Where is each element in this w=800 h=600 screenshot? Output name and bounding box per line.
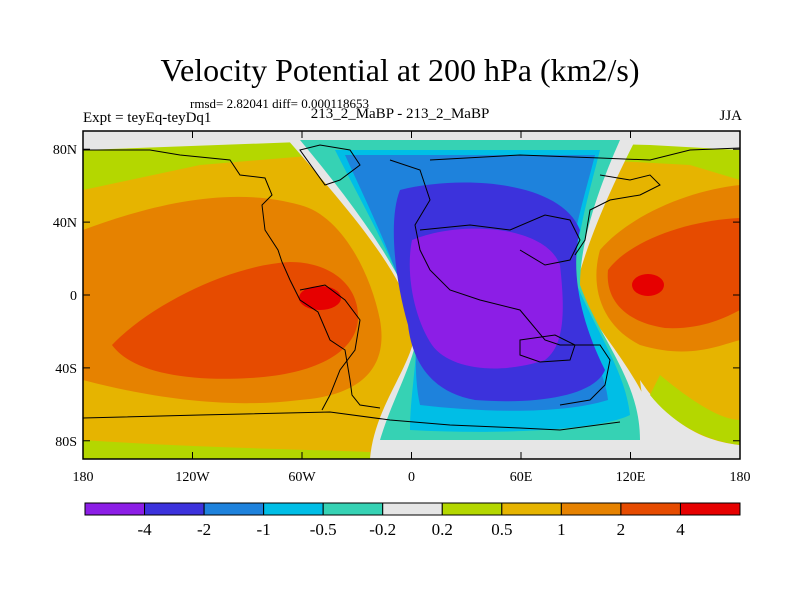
coast-north-america: [83, 149, 381, 409]
x-ticks: 180 120W 60W 0 60E 120E 180: [73, 131, 751, 485]
colorbar-label: 0.2: [432, 520, 453, 539]
colorbar-label: 1: [557, 520, 566, 539]
colorbar-swatch: [501, 502, 562, 516]
colorbar-swatch: [620, 502, 681, 516]
colorbar-label: -0.2: [369, 520, 396, 539]
y-tick-label: 40S: [55, 362, 77, 377]
south-band-lightyellow: [83, 440, 370, 459]
south-east-white: [640, 380, 740, 459]
colorbar-swatch: [382, 502, 443, 516]
y-ticks: 80N 40N 0 40S 80S: [53, 143, 740, 450]
coast-south-america: [299, 284, 361, 411]
y-tick-label: 80S: [55, 435, 77, 450]
x-tick-label: 180: [73, 470, 94, 485]
south-band-orange: [83, 395, 370, 459]
colorbar-swatch: [84, 502, 146, 516]
lobe-west-red: [112, 262, 359, 379]
colorbar-swatch: [322, 502, 384, 516]
colorbar-label: -2: [197, 520, 211, 539]
y-tick-label: 80N: [53, 143, 77, 158]
colorbar-swatch: [203, 502, 265, 516]
x-tick-label: 60E: [510, 470, 533, 485]
experiment-label: Expt = teyEq-teyDq1: [83, 110, 212, 126]
chart-title: Velocity Potential at 200 hPa (km2/s): [160, 52, 640, 88]
neg-band-purple: [409, 228, 563, 369]
season-label: JJA: [719, 108, 742, 124]
coast-asia-east: [574, 174, 661, 256]
coast-eurasia: [389, 159, 611, 406]
lobe-east-red: [607, 218, 740, 329]
coast-africa: [419, 214, 581, 266]
colorbar-label: -4: [137, 520, 152, 539]
coast-australia: [519, 334, 576, 363]
colorbar-label: 4: [676, 520, 685, 539]
x-tick-label: 180: [730, 470, 751, 485]
y-tick-label: 40N: [53, 216, 77, 231]
y-tick-label: 0: [70, 289, 77, 304]
south-east-yellow: [650, 375, 740, 445]
colorbar-label: -0.5: [310, 520, 337, 539]
colorbar-label: 2: [617, 520, 626, 539]
colorbar: -4 -2 -1 -0.5 -0.2 0.2 0.5 1 2 4: [84, 502, 741, 539]
x-tick-label: 120W: [175, 470, 210, 485]
colorbar-swatch: [679, 502, 741, 516]
lobe-west-peak: [299, 286, 341, 310]
colorbar-swatch: [560, 502, 622, 516]
colorbar-swatch: [441, 502, 503, 516]
x-tick-label: 60W: [288, 470, 316, 485]
coast-greenland: [299, 144, 361, 186]
contour-fill: [83, 131, 740, 459]
coast-antarctica: [83, 411, 621, 431]
case-label: 213_2_MaBP - 213_2_MaBP: [310, 106, 490, 122]
x-tick-label: 0: [408, 470, 415, 485]
colorbar-swatch: [144, 502, 205, 516]
colorbar-swatch: [263, 502, 324, 516]
x-tick-label: 120E: [616, 470, 646, 485]
colorbar-label: 0.5: [491, 520, 512, 539]
colorbar-label: -1: [257, 520, 271, 539]
stats-label: rmsd= 2.82041 diff= 0.000118653: [190, 96, 369, 111]
lobe-east-peak: [632, 274, 664, 296]
coast-asia-north: [429, 147, 740, 161]
coastlines: [83, 144, 740, 431]
